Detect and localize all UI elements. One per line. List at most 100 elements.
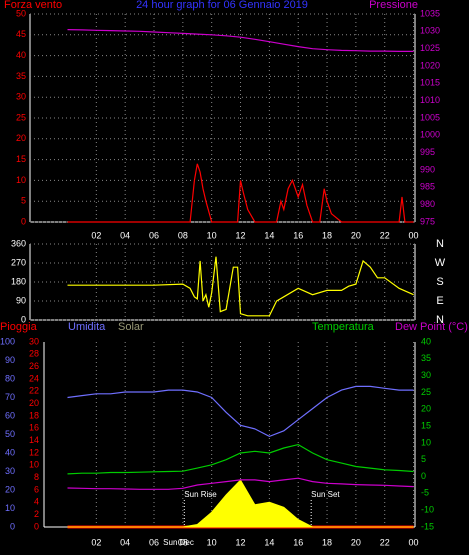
series-name: Pressione [369, 0, 418, 11]
y-tick-label: W [435, 257, 446, 269]
x-tick-label: 18 [322, 230, 332, 240]
y-tick-label: 26 [29, 361, 39, 371]
x-tick-label: 12 [236, 230, 246, 240]
series-line [67, 163, 414, 223]
y-tick-label: 1010 [420, 95, 440, 105]
y-tick-label: 5 [21, 196, 26, 206]
y-tick-label: -15 [421, 521, 434, 531]
y-tick-label: 12 [29, 447, 39, 457]
y-tick-label: 24 [29, 373, 39, 383]
y-tick-label: 50 [5, 429, 15, 439]
y-tick-label: 980 [420, 199, 435, 209]
series-line [67, 29, 414, 52]
y-tick-label: 90 [5, 355, 15, 365]
y-tick-label: N [436, 238, 444, 250]
y-tick-label: 30 [29, 336, 39, 346]
x-tick-label: 12 [236, 537, 246, 547]
y-tick-label: 18 [29, 410, 39, 420]
series-name: Umidita [68, 321, 106, 333]
y-tick-label: 30 [16, 92, 26, 102]
y-tick-label: 20 [29, 398, 39, 408]
y-tick-label: 20 [5, 484, 15, 494]
y-tick-label: 35 [421, 353, 431, 363]
y-tick-label: 180 [11, 276, 26, 286]
y-tick-label: 35 [16, 71, 26, 81]
x-tick-label: 16 [293, 537, 303, 547]
y-tick-label: -5 [421, 488, 429, 498]
y-tick-label: 1035 [420, 8, 440, 18]
y-tick-label: 40 [421, 336, 431, 346]
y-tick-label: 8 [34, 472, 39, 482]
y-tick-label: 25 [16, 112, 26, 122]
y-tick-label: 0 [21, 314, 26, 324]
y-tick-label: 50 [16, 8, 26, 18]
y-tick-label: 270 [11, 257, 26, 267]
x-tick-label: 20 [351, 537, 361, 547]
y-tick-label: 0 [421, 471, 426, 481]
y-tick-label: 6 [34, 484, 39, 494]
y-tick-label: 2 [34, 509, 39, 519]
x-tick-label: 04 [120, 537, 130, 547]
y-tick-label: 1020 [420, 60, 440, 70]
solar-area [67, 479, 414, 528]
y-tick-label: 4 [34, 497, 39, 507]
x-tick-label: 00 [409, 230, 419, 240]
y-tick-label: 0 [21, 216, 26, 226]
x-tick-label: 22 [380, 230, 390, 240]
x-tick-label: 04 [120, 230, 130, 240]
series-name: Forza vento [4, 0, 62, 11]
series-line [67, 477, 414, 490]
x-tick-label: 14 [264, 537, 274, 547]
series-name: Pioggia [0, 321, 38, 333]
y-tick-label: 1030 [420, 26, 440, 36]
x-tick-label: 16 [293, 230, 303, 240]
y-tick-label: 28 [29, 349, 39, 359]
y-tick-label: 10 [29, 460, 39, 470]
annotation: Sun Set [311, 490, 340, 499]
y-tick-label: 22 [29, 386, 39, 396]
y-tick-label: 30 [5, 466, 15, 476]
y-tick-label: 0 [10, 521, 15, 531]
y-tick-label: 10 [16, 175, 26, 185]
y-tick-label: E [436, 295, 443, 307]
y-tick-label: 80 [5, 373, 15, 383]
y-tick-label: 70 [5, 392, 15, 402]
x-tick-label: 08 [178, 230, 188, 240]
y-tick-label: N [436, 314, 444, 326]
y-tick-label: 14 [29, 435, 39, 445]
y-tick-label: 16 [29, 423, 39, 433]
y-tick-label: 25 [421, 387, 431, 397]
y-tick-label: 10 [5, 503, 15, 513]
y-tick-label: 90 [16, 295, 26, 305]
x-tick-label: 10 [207, 537, 217, 547]
y-tick-label: 20 [421, 404, 431, 414]
y-tick-label: 10 [421, 437, 431, 447]
y-tick-label: 985 [420, 182, 435, 192]
x-tick-label: 18 [322, 537, 332, 547]
y-tick-label: 1015 [420, 78, 440, 88]
y-tick-label: 5 [421, 454, 426, 464]
y-tick-label: 995 [420, 147, 435, 157]
annotation: Sun Dec [163, 538, 194, 547]
x-tick-label: 20 [351, 230, 361, 240]
y-tick-label: 20 [16, 133, 26, 143]
y-tick-label: 45 [16, 29, 26, 39]
y-tick-label: 40 [5, 447, 15, 457]
annotation: Sun Rise [184, 490, 217, 499]
y-tick-label: 990 [420, 164, 435, 174]
y-tick-label: 1025 [420, 43, 440, 53]
x-tick-label: 10 [207, 230, 217, 240]
series-line [67, 385, 414, 438]
y-tick-label: 360 [11, 238, 26, 248]
y-tick-label: 15 [421, 420, 431, 430]
y-tick-label: 975 [420, 216, 435, 226]
y-tick-label: S [436, 276, 443, 288]
series-line [67, 443, 414, 475]
y-tick-label: -10 [421, 505, 434, 515]
x-tick-label: 00 [409, 537, 419, 547]
x-tick-label: 14 [264, 230, 274, 240]
y-tick-label: 100 [0, 336, 15, 346]
y-tick-label: 1005 [420, 112, 440, 122]
series-name: Temperatura [312, 321, 375, 333]
